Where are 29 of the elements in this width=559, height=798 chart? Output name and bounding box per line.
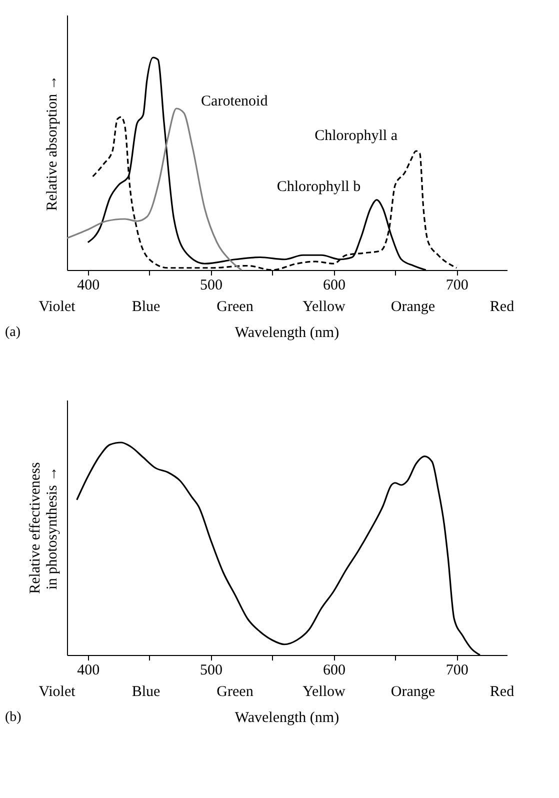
y-axis-title: Relative absorption →	[44, 75, 60, 211]
text: (a)	[5, 325, 21, 340]
text: Yellow	[302, 299, 346, 315]
x-tick-label: 700	[446, 278, 468, 294]
x-tick-label: 700	[446, 662, 468, 678]
text: Yellow	[302, 684, 346, 700]
x-tick-label: 400	[77, 278, 100, 294]
series-label: Chlorophyll b	[276, 178, 361, 195]
x-axis-title: Wavelength (nm)	[234, 710, 340, 726]
y-axis-title: Relative effectiveness in photosynthesis →	[28, 462, 60, 594]
series-label: Chlorophyll a	[314, 128, 398, 144]
text: Violet	[38, 299, 76, 315]
x-tick-label: 600	[322, 278, 346, 294]
x-tick-label: 500	[200, 278, 223, 294]
series-label: Carotenoid	[201, 94, 268, 110]
text: Violet	[38, 684, 76, 700]
text: Red	[490, 299, 515, 315]
text: Blue	[132, 684, 160, 700]
text: Blue	[132, 299, 160, 315]
x-tick-label: 500	[200, 662, 223, 678]
x-axis-title: Wavelength (nm)	[234, 325, 340, 341]
text: Green	[216, 299, 254, 315]
text: (b)	[5, 710, 22, 725]
text: Green	[216, 684, 254, 700]
x-tick-label: 600	[322, 662, 346, 678]
x-tick-label: 400	[77, 662, 100, 678]
text: Orange	[390, 684, 436, 700]
text: Orange	[390, 299, 436, 315]
text: Red	[490, 684, 515, 700]
